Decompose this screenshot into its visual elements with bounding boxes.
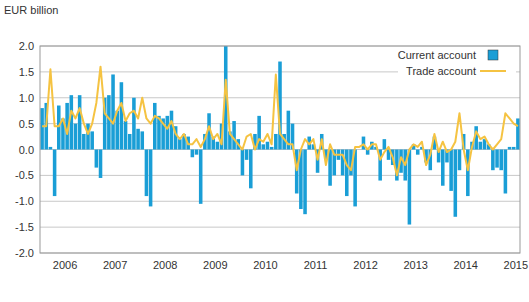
y-tick-label: 0.5: [19, 118, 34, 130]
bar: [195, 150, 199, 155]
bar: [53, 150, 57, 197]
legend: Current account Trade account: [398, 48, 516, 84]
x-tick-label: 2006: [53, 259, 77, 271]
bar: [499, 150, 503, 171]
bar: [241, 150, 245, 176]
bar: [441, 150, 445, 186]
y-tick-label: -2.0: [15, 247, 34, 259]
grid-line: [40, 201, 520, 202]
bar: [466, 150, 470, 197]
bar: [408, 150, 412, 225]
bar: [90, 131, 94, 149]
bar: [303, 150, 307, 215]
y-axis-label: EUR billion: [4, 4, 58, 16]
bar: [74, 124, 78, 150]
y-tick-label: 1.5: [19, 66, 34, 78]
bar: [358, 149, 362, 150]
bar: [191, 150, 195, 158]
bar: [49, 147, 53, 150]
y-tick-label: 2.0: [19, 40, 34, 52]
y-tick-label: -1.0: [15, 195, 34, 207]
bar: [245, 150, 249, 160]
bar: [166, 116, 170, 150]
bar: [120, 82, 124, 149]
legend-swatch: [480, 70, 506, 72]
legend-label: Current account: [398, 49, 476, 61]
y-tick-label: -1.5: [15, 221, 34, 233]
x-tick-label: 2012: [353, 259, 377, 271]
bar: [270, 147, 274, 150]
plot-frame: [40, 46, 520, 253]
bar: [178, 139, 182, 149]
bar: [216, 142, 220, 150]
bar: [232, 121, 236, 149]
bar: [107, 95, 111, 149]
bar: [82, 134, 86, 150]
bar: [362, 137, 366, 150]
bar: [136, 129, 140, 150]
bar: [128, 134, 132, 150]
bar: [449, 150, 453, 191]
x-tick-label: 2008: [153, 259, 177, 271]
bar: [479, 142, 483, 150]
bar: [266, 142, 270, 150]
grid-line: [40, 227, 520, 228]
bar: [99, 150, 103, 178]
plot-area: [40, 46, 519, 225]
bar: [111, 74, 115, 149]
x-tick-label: 2010: [253, 259, 277, 271]
x-tick-label: 2014: [453, 259, 477, 271]
bar: [495, 150, 499, 168]
chart: -2.0 -1.5 -1.0 -0.5 0.0 0.5 1.0 1.5 2.0 EUR billi…: [0, 0, 529, 302]
bar: [416, 150, 420, 155]
bar: [170, 111, 174, 150]
bar: [491, 150, 495, 171]
bar: [516, 118, 520, 149]
bar: [124, 121, 128, 149]
bar: [249, 150, 253, 189]
bar: [140, 131, 144, 149]
bar: [274, 134, 278, 150]
bar: [454, 150, 458, 217]
x-tick-label: 2013: [403, 259, 427, 271]
x-tick-label: 2007: [103, 259, 127, 271]
y-tick-label: 0.0: [19, 144, 34, 156]
bar: [40, 108, 44, 149]
bar: [295, 150, 299, 194]
bar: [145, 150, 149, 197]
bar: [199, 150, 203, 204]
x-tick-label: 2009: [203, 259, 227, 271]
y-tick-label: 1.0: [19, 92, 34, 104]
x-tick-label: 2015: [504, 259, 528, 271]
bar: [345, 150, 349, 197]
bar: [153, 103, 157, 150]
bar: [78, 95, 82, 149]
y-tick-label: -0.5: [15, 169, 34, 181]
bar: [57, 106, 61, 150]
bar: [262, 144, 266, 149]
bar: [132, 98, 136, 150]
bar: [149, 150, 153, 207]
grid-line: [40, 175, 520, 176]
legend-swatch: [488, 50, 498, 60]
bar: [383, 139, 387, 149]
legend-bg: [398, 48, 516, 84]
bar: [508, 147, 512, 150]
bar: [458, 150, 462, 171]
bar: [86, 124, 90, 150]
x-tick-label: 2011: [304, 259, 328, 271]
bar: [512, 147, 516, 150]
legend-label: Trade account: [406, 65, 476, 77]
bar: [504, 150, 508, 194]
bar: [95, 150, 99, 168]
bar: [341, 150, 345, 176]
